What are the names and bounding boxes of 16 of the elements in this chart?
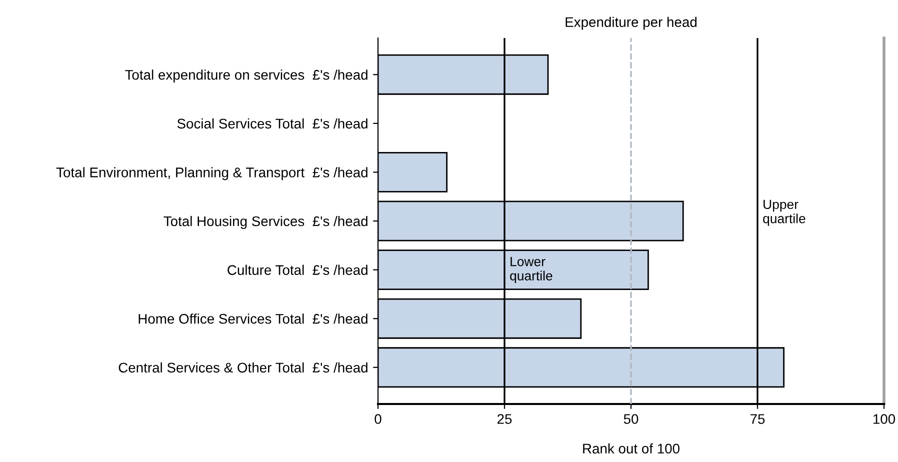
y-tick-label: Culture Total £'s /head <box>228 264 368 275</box>
y-tick-label: Total Housing Services £'s /head <box>164 216 368 229</box>
y-tick-label: Social Services Total £'s /head <box>177 118 368 129</box>
ref-line-label: Upper quartile <box>763 200 806 226</box>
x-tick-label: 25 <box>497 414 512 424</box>
x-tick-label: 0 <box>374 414 382 424</box>
y-tick-label: Home Office Services Total £'s /head <box>138 314 368 324</box>
y-tick-label: Central Services & Other Total £'s /head <box>118 362 368 373</box>
ref-line-label: Lower quartile <box>510 257 552 284</box>
y-tick-label: Total expenditure on services £'s /head <box>125 70 368 83</box>
x-tick-label: 100 <box>873 414 896 424</box>
x-axis-title: Rank out of 100 <box>583 443 680 454</box>
chart-title: Expenditure per head <box>566 16 697 30</box>
x-tick-label: 50 <box>624 414 638 424</box>
y-tick-label: Total Environment, Planning & Transport £'s /head <box>56 167 368 180</box>
x-tick-label: 75 <box>750 414 765 424</box>
